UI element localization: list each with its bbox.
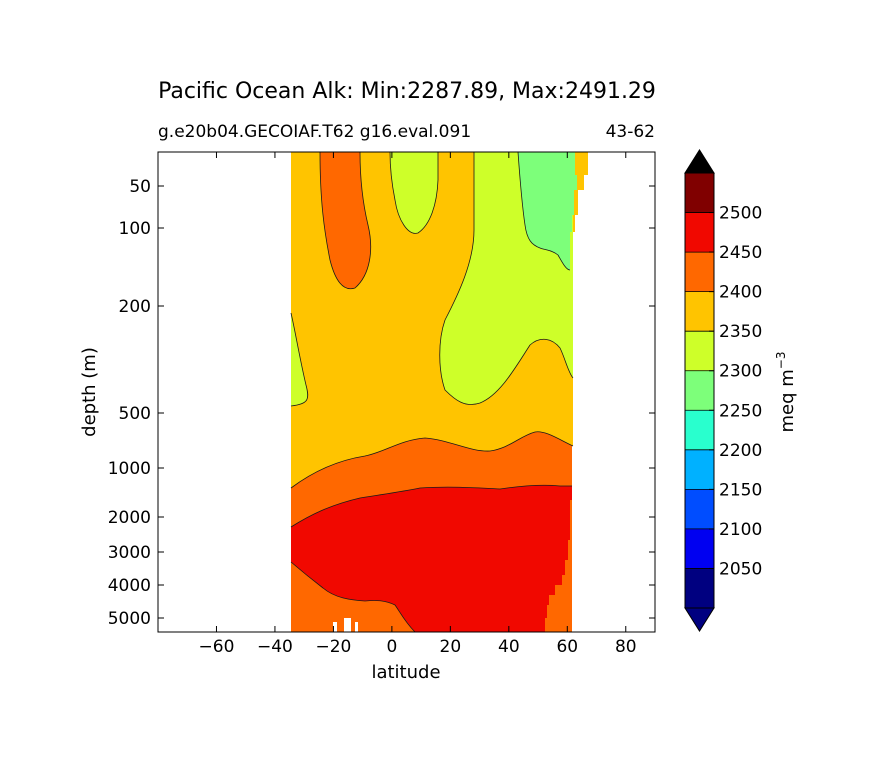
x-tick-label: 40 — [498, 637, 520, 657]
region-2450-2500 — [291, 485, 572, 632]
colorbar-band — [685, 489, 714, 529]
y-tick-label: 50 — [129, 177, 151, 197]
colorbar-label-superscript: −3 — [774, 352, 788, 370]
colorbar-extend-high — [684, 149, 715, 174]
x-axis: −60 −40 −20 0 20 40 60 80 — [199, 152, 637, 657]
colorbar-tick-label: 2500 — [719, 204, 762, 224]
x-tick-label: −60 — [199, 637, 235, 657]
colorbar-tick-label: 2200 — [719, 441, 762, 461]
y-tick-label: 200 — [119, 297, 151, 317]
region-2250-2300 — [518, 152, 577, 270]
chart-subtitle-left: g.e20b04.GECOIAF.T62 g16.eval.091 — [158, 122, 471, 142]
colorbar-tick-label: 2050 — [719, 559, 762, 579]
colorbar-band — [685, 410, 714, 450]
region-2300-2350-left — [291, 313, 308, 406]
contour-regions — [291, 152, 588, 632]
colorbar-tick-label: 2250 — [719, 401, 762, 421]
colorbar-band — [685, 449, 714, 490]
y-tick-label: 500 — [119, 404, 151, 424]
colorbar-tick-label: 2450 — [719, 243, 762, 263]
colorbar-tick-label: 2100 — [719, 520, 762, 540]
x-axis-label: latitude — [371, 662, 440, 683]
x-tick-label: 0 — [386, 637, 397, 657]
region-2300-2350-upper — [390, 152, 438, 234]
contour-line-2450-lower — [290, 561, 416, 632]
y-tick-label: 100 — [119, 219, 151, 239]
colorbar-band — [685, 212, 714, 253]
gap-1 — [333, 622, 337, 632]
colorbar-band — [685, 252, 714, 292]
chart-title: Pacific Ocean Alk: Min:2287.89, Max:2491… — [158, 79, 656, 104]
colorbar-tick-label: 2400 — [719, 283, 762, 303]
contour-line-2400 — [290, 431, 574, 489]
colorbar-band — [685, 173, 714, 213]
y-tick-label: 1000 — [108, 459, 151, 479]
x-tick-label: −20 — [315, 637, 351, 657]
contour-line-2350-left — [290, 312, 309, 407]
colorbar-band — [685, 370, 714, 411]
x-tick-label: 60 — [556, 637, 578, 657]
y-tick-label: 5000 — [108, 609, 151, 629]
colorbar-band — [685, 291, 714, 332]
colorbar-tick-label: 2300 — [719, 362, 762, 382]
colorbar-band — [685, 331, 714, 371]
colorbar-frame — [684, 172, 715, 609]
colorbar-band — [685, 568, 714, 608]
gap-3 — [355, 622, 358, 632]
contour-line-2300 — [517, 152, 571, 271]
colorbar-tick-label: 2150 — [719, 480, 762, 500]
plot-frame — [157, 151, 656, 633]
x-tick-label: 20 — [440, 637, 462, 657]
y-axis-label: depth (m) — [79, 347, 100, 437]
colorbar-band — [685, 528, 714, 569]
chart-subtitle-right: 43-62 — [606, 122, 655, 142]
x-tick-label: 80 — [615, 637, 637, 657]
y-tick-label: 2000 — [108, 508, 151, 528]
colorbar-label: meq m−3 — [774, 352, 798, 433]
contour-line-2350-right — [439, 152, 574, 405]
contour-line-2350-upper — [389, 152, 439, 234]
gap-2 — [344, 618, 351, 632]
y-tick-label: 4000 — [108, 576, 151, 596]
region-2400-2450-tongue — [320, 152, 371, 289]
y-tick-label: 3000 — [108, 543, 151, 563]
contour-lines — [290, 152, 574, 632]
colorbar-label-text: meq m — [777, 369, 798, 432]
colorbar-tick-label: 2350 — [719, 322, 762, 342]
contour-line-2400-tongue — [319, 152, 372, 290]
contour-line-2450 — [290, 484, 572, 528]
colorbar-extend-low — [684, 607, 715, 632]
bottom-gaps — [333, 618, 358, 632]
y-axis: 50 100 200 500 1000 2000 3000 4000 5000 — [108, 177, 655, 629]
x-tick-label: −40 — [257, 637, 293, 657]
colorbar — [684, 149, 715, 632]
colorbar-ticks: 2050 2100 2150 2200 2250 2300 2350 2400 2450 2500 — [709, 204, 762, 579]
